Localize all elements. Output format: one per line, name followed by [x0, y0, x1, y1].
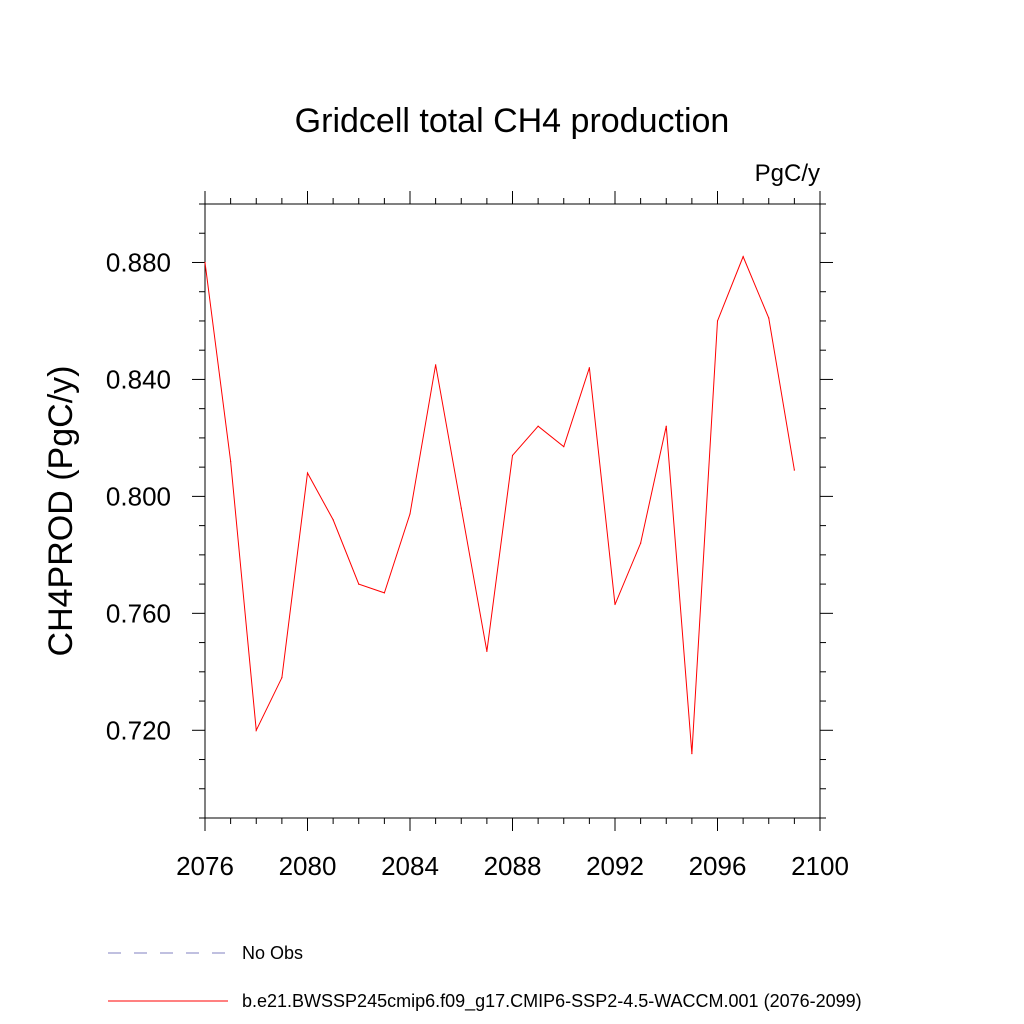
data-point: [614, 603, 616, 606]
data-point: [409, 513, 411, 515]
axis-ticks: 2076 2080 2084 2088 2092 2096 2100 0.720 0.760 0.…: [106, 191, 849, 881]
data-point: [460, 507, 462, 509]
data-point: [230, 460, 232, 462]
y-tick-label: 0.800: [106, 481, 171, 511]
x-tick-label: 2100: [791, 851, 849, 881]
data-point: [640, 542, 642, 544]
x-tick-label: 2096: [689, 851, 747, 881]
chart-title: Gridcell total CH4 production: [295, 102, 730, 140]
data-point: [306, 472, 309, 474]
y-tick-label: 0.760: [106, 598, 171, 628]
data-point: [281, 677, 283, 679]
data-point: [588, 367, 590, 369]
legend: No Obs b.e21.BWSSP245cmip6.f09_g17.CMIP6…: [108, 943, 862, 1012]
data-point: [793, 469, 795, 471]
x-tick-label: 2092: [586, 851, 644, 881]
x-tick-label: 2080: [279, 851, 337, 881]
y-tick-label: 0.840: [106, 364, 171, 394]
data-point: [563, 446, 565, 448]
y-axis-label: CH4PROD (PgC/y): [42, 366, 80, 657]
data-point: [768, 317, 770, 319]
data-point: [742, 256, 744, 258]
series-line: [204, 255, 795, 754]
data-point: [435, 364, 437, 366]
legend-label-model-run: b.e21.BWSSP245cmip6.f09_g17.CMIP6-SSP2-4…: [242, 991, 862, 1012]
data-point: [691, 753, 693, 755]
data-point: [358, 583, 360, 585]
data-point: [486, 650, 488, 652]
data-point: [511, 454, 514, 457]
units-label: PgC/y: [755, 160, 820, 187]
legend-label-no-obs: No Obs: [242, 943, 303, 963]
data-point: [383, 592, 385, 594]
y-tick-label: 0.880: [106, 247, 171, 277]
x-tick-label: 2076: [176, 851, 234, 881]
data-point: [537, 425, 539, 427]
data-point: [255, 729, 257, 731]
data-point: [204, 261, 206, 264]
data-point: [332, 519, 334, 521]
data-point: [716, 320, 719, 322]
data-point: [665, 425, 667, 427]
x-tick-label: 2088: [484, 851, 542, 881]
y-tick-label: 0.720: [106, 715, 171, 745]
series-layer: [204, 255, 795, 755]
x-tick-label: 2084: [381, 851, 439, 881]
